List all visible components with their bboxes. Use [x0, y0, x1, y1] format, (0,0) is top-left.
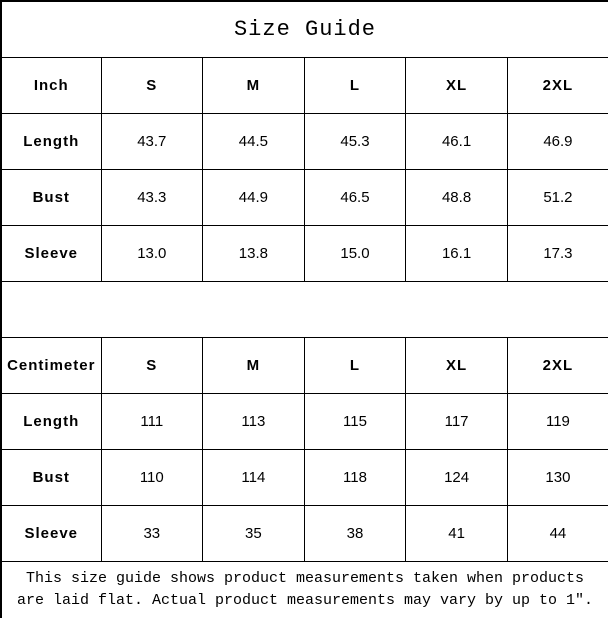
measurement-cell: 119 [506, 392, 608, 450]
measurement-cell: 13.0 [100, 224, 204, 282]
cm-size-header-m: M [202, 336, 305, 394]
measurement-cell: 48.8 [405, 168, 508, 226]
size-guide-title: Size Guide [0, 0, 608, 58]
inch-bust-row: Bust 43.3 44.9 46.5 48.8 51.2 [0, 168, 608, 226]
measurement-cell: 13.8 [202, 224, 305, 282]
cm-sleeve-row: Sleeve 33 35 38 41 44 [0, 504, 608, 562]
size-guide-note-line2: are laid flat. Actual product measuremen… [16, 591, 594, 609]
inch-sleeve-row: Sleeve 13.0 13.8 15.0 16.1 17.3 [0, 224, 608, 282]
inch-size-header-s: S [100, 56, 204, 114]
measurement-cell: 130 [506, 448, 608, 506]
measurement-cell: 41 [405, 504, 508, 562]
cm-row-label-length: Length [0, 392, 102, 450]
cm-row-label-bust: Bust [0, 448, 102, 506]
inch-header-row: Inch S M L XL 2XL [0, 56, 608, 114]
table-spacer-row [0, 280, 608, 338]
measurement-cell: 115 [303, 392, 407, 450]
cm-size-header-xl: XL [405, 336, 508, 394]
measurement-cell: 16.1 [405, 224, 508, 282]
measurement-cell: 117 [405, 392, 508, 450]
inch-row-label-sleeve: Sleeve [0, 224, 102, 282]
measurement-cell: 46.5 [303, 168, 407, 226]
cm-size-header-l: L [303, 336, 407, 394]
measurement-cell: 124 [405, 448, 508, 506]
measurement-cell: 46.1 [405, 112, 508, 170]
inch-size-header-l: L [303, 56, 407, 114]
measurement-cell: 110 [100, 448, 204, 506]
measurement-cell: 35 [202, 504, 305, 562]
measurement-cell: 44.5 [202, 112, 305, 170]
measurement-cell: 43.3 [100, 168, 204, 226]
cm-header-row: Centimeter S M L XL 2XL [0, 336, 608, 394]
inch-row-label-bust: Bust [0, 168, 102, 226]
cm-row-label-sleeve: Sleeve [0, 504, 102, 562]
measurement-cell: 45.3 [303, 112, 407, 170]
measurement-cell: 38 [303, 504, 407, 562]
size-guide-note: This size guide shows product measuremen… [0, 560, 608, 618]
cm-length-row: Length 111 113 115 117 119 [0, 392, 608, 450]
measurement-cell: 17.3 [506, 224, 608, 282]
measurement-cell: 44 [506, 504, 608, 562]
cm-size-header-s: S [100, 336, 204, 394]
measurement-cell: 114 [202, 448, 305, 506]
inch-row-label-length: Length [0, 112, 102, 170]
measurement-cell: 15.0 [303, 224, 407, 282]
size-guide-note-line1: This size guide shows product measuremen… [25, 569, 585, 587]
measurement-cell: 44.9 [202, 168, 305, 226]
measurement-cell: 33 [100, 504, 204, 562]
inch-size-header-xl: XL [405, 56, 508, 114]
inch-size-header-2xl: 2XL [506, 56, 608, 114]
inch-size-header-m: M [202, 56, 305, 114]
inch-length-row: Length 43.7 44.5 45.3 46.1 46.9 [0, 112, 608, 170]
cm-bust-row: Bust 110 114 118 124 130 [0, 448, 608, 506]
measurement-cell: 46.9 [506, 112, 608, 170]
measurement-cell: 113 [202, 392, 305, 450]
measurement-cell: 111 [100, 392, 204, 450]
inch-unit-header: Inch [0, 56, 102, 114]
measurement-cell: 43.7 [100, 112, 204, 170]
measurement-cell: 51.2 [506, 168, 608, 226]
cm-size-header-2xl: 2XL [506, 336, 608, 394]
measurement-cell: 118 [303, 448, 407, 506]
cm-unit-header: Centimeter [0, 336, 102, 394]
